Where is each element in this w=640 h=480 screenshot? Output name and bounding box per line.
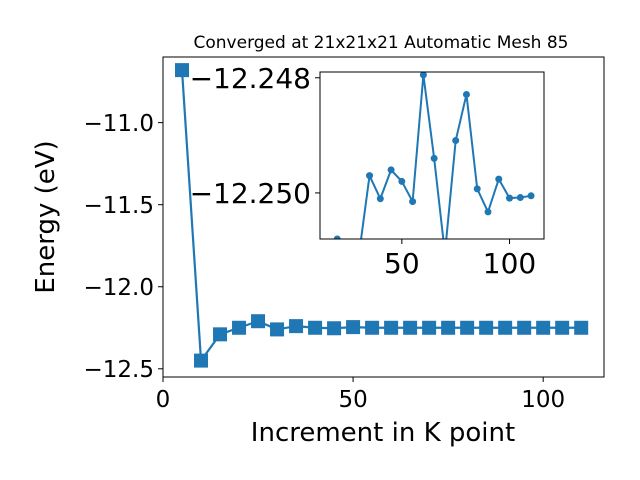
inset-data-point [473,185,481,193]
main-data-point [175,63,190,78]
inset-y-tick-label: −12.250 [190,177,311,210]
inset-data-point [484,208,492,216]
inset-data-point [462,90,470,98]
inset-data-point [527,192,535,200]
main-data-point [574,320,589,335]
main-data-point [460,320,475,335]
main-series-line [180,70,582,364]
inset-plot-frame [319,71,545,240]
inset-x-tick-label: 50 [384,247,420,280]
main-plot: 0 50 100 −11.0 −11.5 −12.0 −12.5 [84,56,605,413]
main-data-point [555,320,570,335]
inset-data-point [409,198,417,206]
main-data-point [384,320,399,335]
main-data-point [365,320,380,335]
main-data-point [346,320,361,335]
inset-x-tick-label: 100 [483,247,536,280]
main-data-point [194,353,209,368]
main-y-tick-label: −12.5 [84,357,154,383]
chart-title: Converged at 21x21x21 Automatic Mesh 85 [194,33,569,53]
inset-data-point [333,235,341,239]
main-data-point [498,320,513,335]
y-axis-label: Energy (eV) [31,140,61,293]
inset-data-point [516,194,524,202]
main-data-point [536,320,551,335]
inset-y-tick-label: −12.248 [190,62,311,95]
inset-data-point [398,177,406,185]
inset-data-point [345,241,352,248]
main-data-point [270,322,285,337]
inset-data-point [441,250,448,257]
main-data-point [308,320,323,335]
main-y-tick-label: −11.0 [84,111,154,137]
main-x-tick-label: 50 [338,387,367,413]
main-data-point [232,320,247,335]
main-x-tick-label: 0 [156,387,171,413]
main-x-tick-label: 100 [521,387,565,413]
main-data-point [213,327,228,342]
main-data-point [422,320,437,335]
main-data-point [479,320,494,335]
x-axis-label: Increment in K point [251,418,515,448]
main-data-point [327,321,342,336]
inset-data-point [495,175,503,183]
inset-data-point [452,137,460,145]
inset-data-point [376,195,384,203]
inset-data-point [506,194,514,202]
inset-data-point [387,166,395,174]
main-data-point [403,320,418,335]
inset-data-point [366,172,374,180]
inset-data-point [419,72,427,79]
inset-plot: 50 100 −12.250 −12.248 [190,62,545,280]
main-y-tick-label: −11.5 [84,193,154,219]
main-data-point [251,314,266,329]
main-data-point [289,319,304,334]
inset-data-point [355,253,362,260]
main-y-tick-label: −12.0 [84,275,154,301]
inset-plot-background [320,72,544,239]
main-data-point [441,320,456,335]
main-plot-frame [162,56,605,378]
main-data-point [517,320,532,335]
inset-data-point [430,154,438,162]
